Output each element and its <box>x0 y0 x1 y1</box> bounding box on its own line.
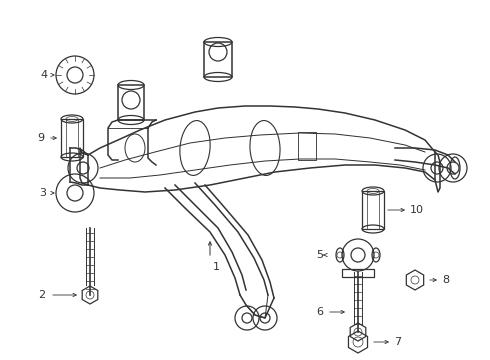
Text: 1: 1 <box>213 262 220 272</box>
Bar <box>342 269 374 277</box>
Polygon shape <box>88 106 435 192</box>
Text: 2: 2 <box>38 290 45 300</box>
Text: 6: 6 <box>316 307 323 317</box>
Bar <box>362 191 384 229</box>
Bar <box>66 119 78 157</box>
Text: 9: 9 <box>37 133 44 143</box>
Bar <box>118 85 144 120</box>
Text: 8: 8 <box>442 275 449 285</box>
Text: 3: 3 <box>39 188 46 198</box>
Text: 5: 5 <box>316 250 323 260</box>
Bar <box>204 42 232 77</box>
Bar <box>298 132 316 160</box>
Bar <box>61 119 83 157</box>
Text: 7: 7 <box>394 337 401 347</box>
Bar <box>367 191 379 229</box>
Text: 4: 4 <box>41 70 48 80</box>
Text: 10: 10 <box>410 205 424 215</box>
